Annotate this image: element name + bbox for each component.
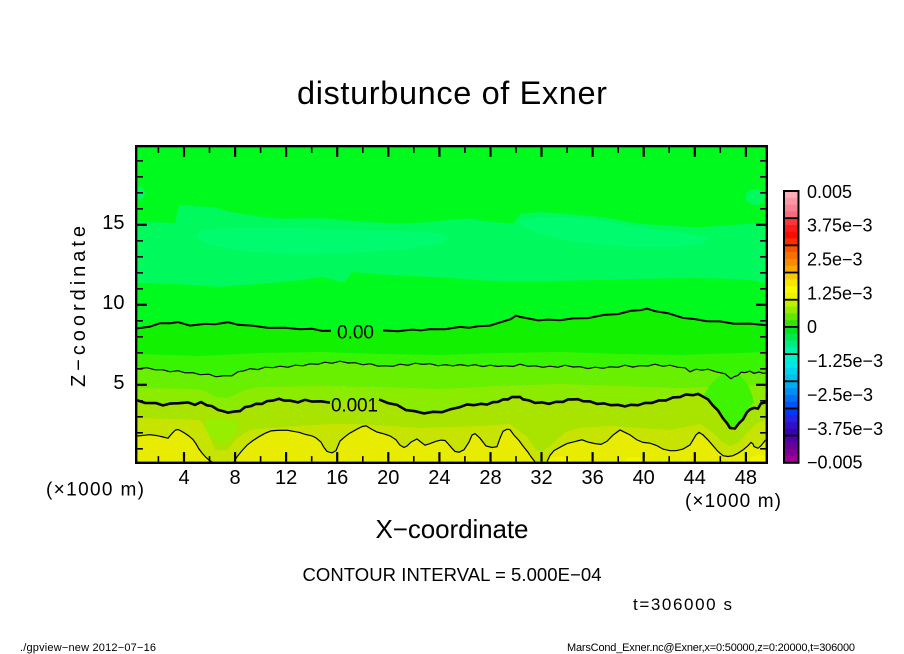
svg-text:0: 0 — [807, 317, 817, 337]
svg-text:disturbunce of Exner: disturbunce of Exner — [297, 75, 607, 111]
svg-text:0.005: 0.005 — [807, 182, 852, 202]
svg-text:CONTOUR INTERVAL = 5.000E−04: CONTOUR INTERVAL = 5.000E−04 — [303, 564, 602, 585]
svg-text:0.001: 0.001 — [331, 396, 378, 417]
svg-text:16: 16 — [326, 467, 348, 489]
svg-text:28: 28 — [479, 467, 501, 489]
svg-text:40: 40 — [633, 467, 655, 489]
svg-text:36: 36 — [581, 467, 603, 489]
svg-text:2.5e−3: 2.5e−3 — [807, 250, 863, 270]
svg-text:15: 15 — [102, 212, 124, 234]
svg-text:(×1000 m): (×1000 m) — [685, 491, 781, 512]
svg-text:−0.005: −0.005 — [807, 453, 863, 473]
svg-text:0.00: 0.00 — [337, 323, 374, 344]
svg-text:44: 44 — [684, 467, 706, 489]
svg-text:32: 32 — [530, 467, 552, 489]
svg-text:48: 48 — [735, 467, 757, 489]
svg-text:Z−coordinate: Z−coordinate — [68, 226, 90, 387]
svg-text:12: 12 — [275, 467, 297, 489]
svg-text:−2.5e−3: −2.5e−3 — [807, 385, 873, 405]
svg-text:20: 20 — [377, 467, 399, 489]
svg-text:(×1000 m): (×1000 m) — [46, 480, 144, 501]
svg-text:5: 5 — [113, 372, 124, 394]
svg-text:24: 24 — [428, 467, 450, 489]
svg-text:1.25e−3: 1.25e−3 — [807, 283, 873, 303]
svg-text:−1.25e−3: −1.25e−3 — [807, 351, 883, 371]
svg-text:8: 8 — [230, 467, 241, 489]
svg-text:10: 10 — [102, 292, 124, 314]
svg-text:3.75e−3: 3.75e−3 — [807, 216, 873, 236]
svg-text:−3.75e−3: −3.75e−3 — [807, 419, 883, 439]
svg-text:4: 4 — [178, 467, 189, 489]
svg-text:MarsCond_Exner.nc@Exner,x=0:50: MarsCond_Exner.nc@Exner,x=0:50000,z=0:20… — [567, 642, 855, 654]
svg-text:./gpview−new 2012−07−16: ./gpview−new 2012−07−16 — [20, 642, 156, 654]
svg-text:X−coordinate: X−coordinate — [376, 514, 529, 544]
